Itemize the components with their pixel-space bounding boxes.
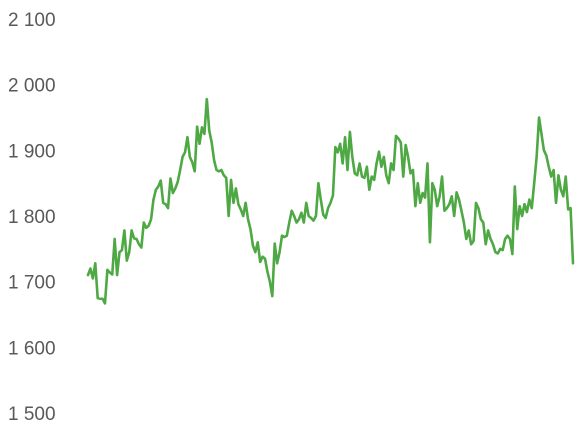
series-layer	[86, 97, 575, 305]
y-tick-label: 1 500	[8, 404, 56, 423]
y-tick-label: 2 000	[8, 76, 56, 97]
y-tick-label: 1 700	[8, 273, 56, 294]
y-tick-label: 1 600	[8, 338, 56, 359]
y-tick-label: 1 800	[8, 207, 56, 228]
series-line-0	[86, 97, 575, 305]
y-tick-label: 1 900	[8, 141, 56, 162]
y-axis-tick-labels: 2 100 2 000 1 900 1 800 1 700 1 600 1 500	[8, 10, 56, 423]
y-tick-label: 2 100	[8, 10, 56, 31]
